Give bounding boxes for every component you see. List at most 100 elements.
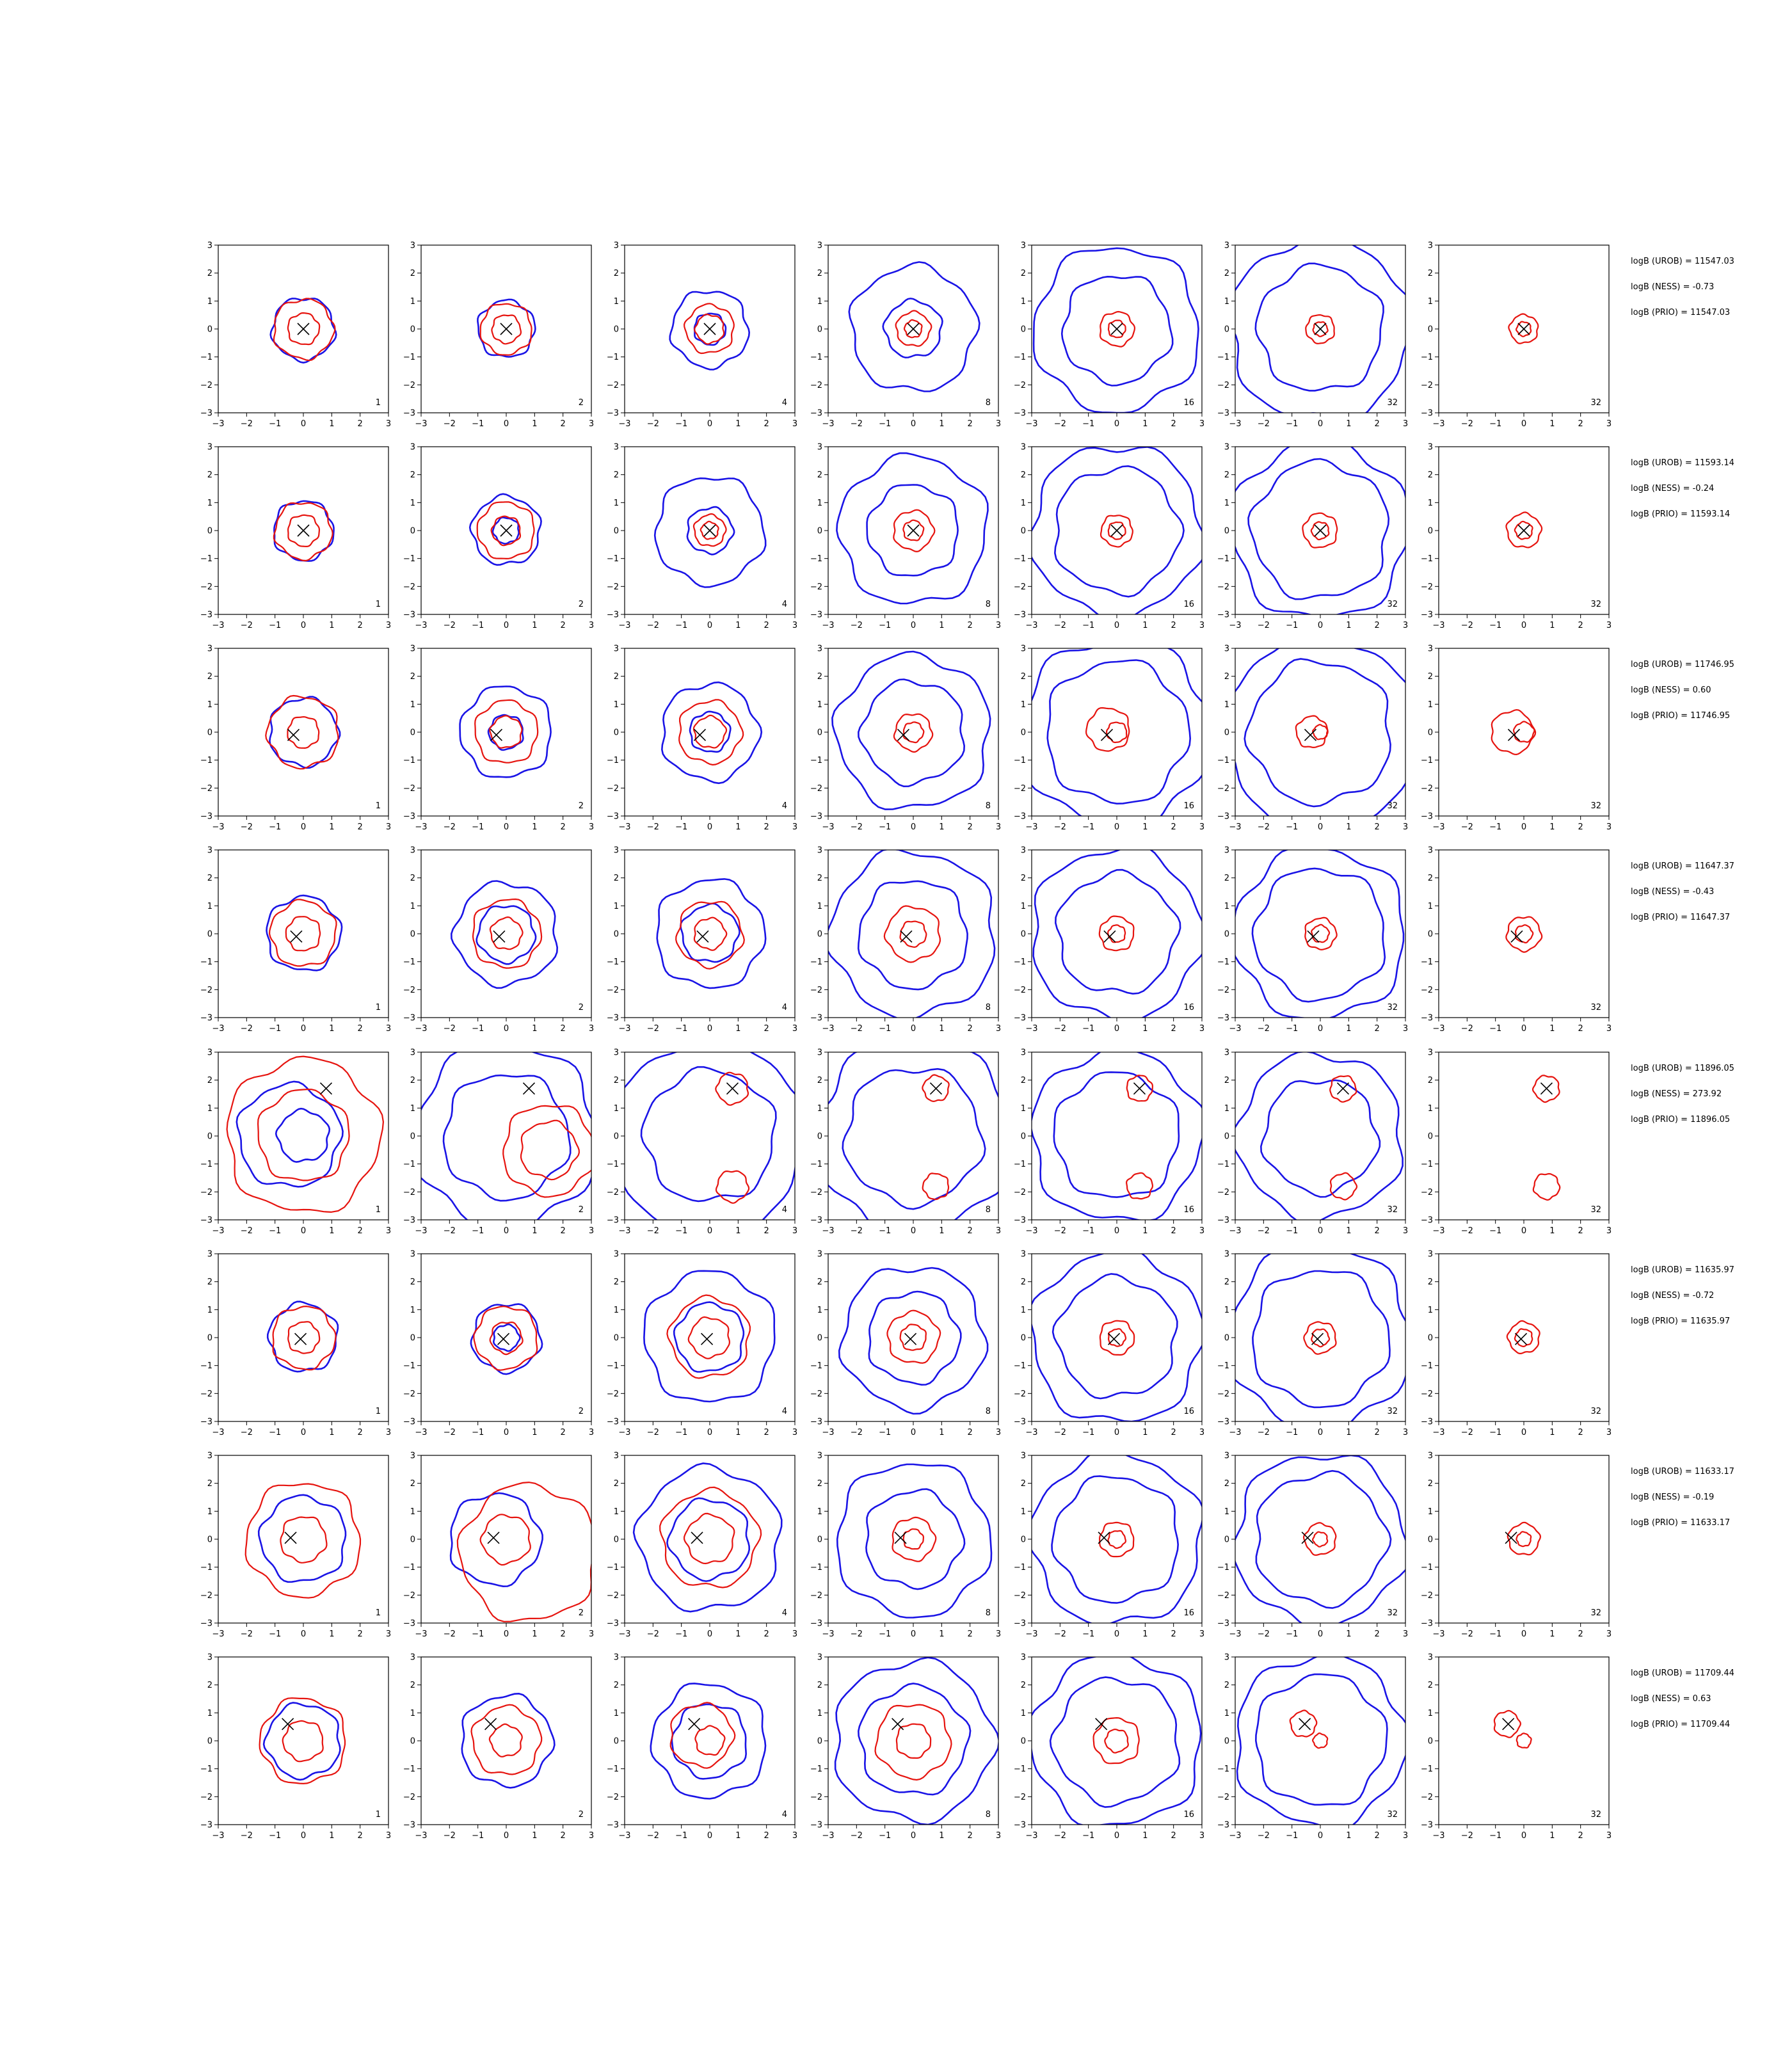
panel-r5-c2: −3−3 −2 −2 −1 −1 0 0 1 1 2 2 3 3 2 <box>403 1048 594 1236</box>
x-tick-label: −2 <box>444 419 456 429</box>
contour-group <box>1532 1075 1561 1201</box>
x-tick-label: 1 <box>939 1629 944 1639</box>
panel-r3-c4: −3−3 −2 −2 −1 −1 0 0 1 1 2 2 3 3 8 <box>810 644 1001 833</box>
x-tick-label: −3 <box>822 621 834 630</box>
y-tick-label: 0 <box>1428 728 1433 738</box>
panel-corner-label: 32 <box>1590 1003 1601 1012</box>
x-tick-label: 1 <box>1549 1024 1555 1034</box>
row-5-stat-3: logB (PRIO) = 11896.05 <box>1631 1115 1730 1124</box>
x-tick-label: −1 <box>879 1226 891 1236</box>
y-tick-label: 3 <box>207 846 212 856</box>
red-contour <box>692 513 727 547</box>
panel-r3-c1: −3−3 −2 −2 −1 −1 0 0 1 1 2 2 3 3 1 <box>200 644 391 833</box>
x-tick-label: −3 <box>212 1629 224 1639</box>
x-tick-label: 1 <box>329 419 334 429</box>
y-tick-label: 3 <box>1428 1653 1433 1663</box>
y-tick-label: −1 <box>607 1764 619 1774</box>
red-contour <box>1491 708 1537 756</box>
panel-corner-label: 32 <box>1387 1003 1398 1012</box>
x-tick-label: −2 <box>1258 822 1270 832</box>
y-tick-label: 1 <box>207 297 212 307</box>
red-contour <box>659 1486 762 1588</box>
x-tick-label: 1 <box>1142 621 1148 630</box>
panel-r6-c4: −3−3 −2 −2 −1 −1 0 0 1 1 2 2 3 3 8 <box>810 1250 1001 1438</box>
x-tick-label: 1 <box>329 1428 334 1437</box>
x-marker <box>907 524 920 537</box>
x-marker <box>1502 1718 1515 1731</box>
y-tick-label: −2 <box>1217 784 1229 794</box>
x-tick-label: 0 <box>707 1226 712 1236</box>
y-tick-label: 1 <box>1021 1507 1026 1517</box>
x-tick-label: −2 <box>1054 1831 1066 1841</box>
x-tick-label: −1 <box>472 621 484 630</box>
axes-frame <box>1235 648 1406 817</box>
x-tick-label: −1 <box>675 1428 687 1437</box>
x-marker <box>1098 1532 1110 1544</box>
y-tick-label: −2 <box>1421 1793 1433 1802</box>
y-tick-label: 1 <box>1428 1104 1433 1114</box>
y-tick-label: −2 <box>403 1188 415 1197</box>
y-tick-label: 0 <box>817 1132 822 1142</box>
x-tick-label: 0 <box>707 1024 712 1034</box>
x-tick-label: −3 <box>212 1226 224 1236</box>
x-tick-label: 3 <box>589 822 594 832</box>
x-tick-label: 0 <box>504 1831 509 1841</box>
x-tick-label: −3 <box>1432 822 1444 832</box>
x-tick-label: 2 <box>1375 621 1380 630</box>
y-tick-label: 0 <box>1224 1334 1229 1343</box>
y-tick-label: 3 <box>1224 1452 1229 1461</box>
y-tick-label: 0 <box>1428 1334 1433 1343</box>
y-tick-label: 0 <box>207 1334 212 1343</box>
row-4-stat-1: logB (UROB) = 11647.37 <box>1631 861 1734 871</box>
y-tick-label: −3 <box>607 812 619 822</box>
red-contour <box>1295 715 1329 749</box>
y-tick-label: −1 <box>1217 1563 1229 1572</box>
x-tick-label: −3 <box>212 822 224 832</box>
red-contour <box>1514 924 1534 944</box>
x-tick-label: 0 <box>301 822 306 832</box>
x-marker <box>1133 1082 1146 1095</box>
x-tick-label: −1 <box>269 1428 281 1437</box>
x-tick-label: 2 <box>968 1226 973 1236</box>
x-tick-label: −2 <box>647 1428 659 1437</box>
x-tick-label: −2 <box>1258 1428 1270 1437</box>
x-tick-label: 2 <box>1375 1428 1380 1437</box>
y-tick-label: 1 <box>614 1306 619 1315</box>
y-tick-label: 3 <box>1021 1048 1026 1058</box>
row-7-stat-1: logB (UROB) = 11633.17 <box>1631 1467 1734 1476</box>
x-tick-label: 0 <box>707 621 712 630</box>
x-tick-label: 3 <box>386 1831 391 1841</box>
x-tick-label: 1 <box>1346 1024 1351 1034</box>
x-tick-label: 0 <box>1521 1629 1526 1639</box>
y-tick-label: −1 <box>200 353 212 362</box>
blue-contour <box>838 1267 989 1415</box>
y-tick-label: −1 <box>1217 554 1229 564</box>
y-tick-label: 1 <box>1224 700 1229 710</box>
y-tick-label: 2 <box>1224 1681 1229 1690</box>
x-tick-label: 0 <box>504 822 509 832</box>
red-contour <box>1311 924 1331 943</box>
blue-contour <box>671 1703 748 1780</box>
red-contour <box>1302 512 1338 548</box>
red-contour <box>488 1723 523 1758</box>
x-tick-label: 3 <box>792 1226 797 1236</box>
x-tick-label: 3 <box>386 1629 391 1639</box>
x-tick-label: 3 <box>589 1629 594 1639</box>
axes-frame <box>1438 1455 1610 1624</box>
y-tick-label: 2 <box>410 672 415 682</box>
x-tick-label: 2 <box>358 822 363 832</box>
y-tick-label: 3 <box>614 1452 619 1461</box>
y-tick-label: −2 <box>607 986 619 995</box>
x-tick-label: −2 <box>1461 1428 1473 1437</box>
panel-corner-label: 16 <box>1183 1003 1194 1012</box>
row-7-stat-2: logB (NESS) = -0.19 <box>1631 1492 1714 1502</box>
y-tick-label: 1 <box>207 700 212 710</box>
y-tick-label: 3 <box>817 846 822 856</box>
x-tick-label: 3 <box>589 1428 594 1437</box>
x-tick-label: 2 <box>968 419 973 429</box>
row-4-stat-2: logB (NESS) = -0.43 <box>1631 887 1714 897</box>
red-contour <box>1532 1172 1561 1201</box>
y-tick-label: −2 <box>1421 784 1433 794</box>
x-tick-label: −2 <box>647 419 659 429</box>
panel-r7-c4: −3−3 −2 −2 −1 −1 0 0 1 1 2 2 3 3 8 <box>810 1452 1001 1640</box>
